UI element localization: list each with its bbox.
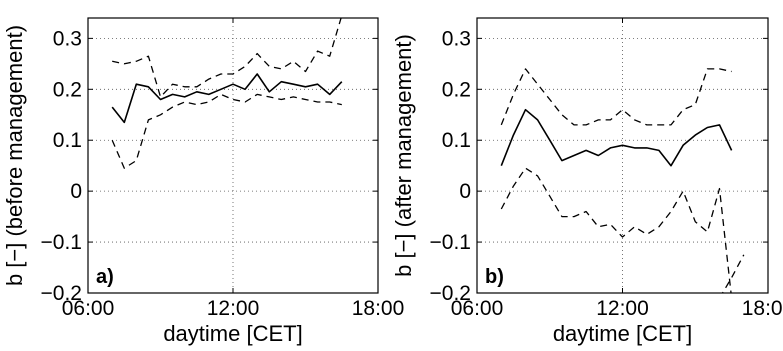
series-central-line: [111, 73, 343, 124]
panel-label: a): [96, 266, 114, 288]
x-axis-label: daytime [CET]: [553, 321, 692, 346]
panel-a: 06:00 12:00 18:00 −0.2 −0.1 0 0.1 0.2 0.3 a) dayti…: [2, 17, 405, 346]
axes-frame: [87, 17, 379, 294]
panel-b: 06:00 12:00 18:00 −0.2 −0.1 0 0.1 0.2 0.3 b) dayti…: [391, 17, 783, 346]
y-tick-label: 0.1: [442, 129, 471, 152]
x-tick-label: 12:00: [207, 297, 260, 320]
panel-label: b): [485, 266, 504, 288]
y-tick-label: 0.3: [442, 27, 471, 50]
y-tick-label: −0.1: [41, 231, 82, 254]
x-tick-label: 06:00: [451, 297, 504, 320]
y-tick-label: 0.1: [53, 129, 82, 152]
y-tick-label: −0.2: [41, 282, 82, 305]
y-tick-label: 0.3: [53, 27, 82, 50]
x-tick-label: 06:00: [62, 297, 115, 320]
x-tick-label: 18:00: [352, 297, 405, 320]
y-tick-label: 0: [70, 180, 82, 203]
y-axis-label: b [−] (before management): [2, 25, 27, 286]
series-upper-line: [500, 68, 732, 126]
y-tick-label: 0.2: [53, 78, 82, 101]
x-tick-label: 18:00: [742, 297, 783, 320]
series-lower-line: [111, 93, 342, 169]
series-upper-line: [112, 18, 342, 98]
y-tick-label: 0: [459, 180, 471, 203]
x-axis-label: daytime [CET]: [163, 321, 302, 346]
series-central-line: [500, 108, 733, 167]
axes-frame: [476, 17, 769, 294]
series-lower-tail-line: [721, 254, 745, 293]
series-group: [111, 18, 343, 169]
series-lower-line: [500, 167, 732, 293]
y-tick-label: 0.2: [442, 78, 471, 101]
y-axis-label: b [−] (after management): [391, 34, 416, 277]
y-tick-label: −0.1: [430, 231, 471, 254]
x-tick-label: 12:00: [596, 297, 649, 320]
y-tick-label: −0.2: [430, 282, 471, 305]
series-group: [500, 68, 745, 293]
